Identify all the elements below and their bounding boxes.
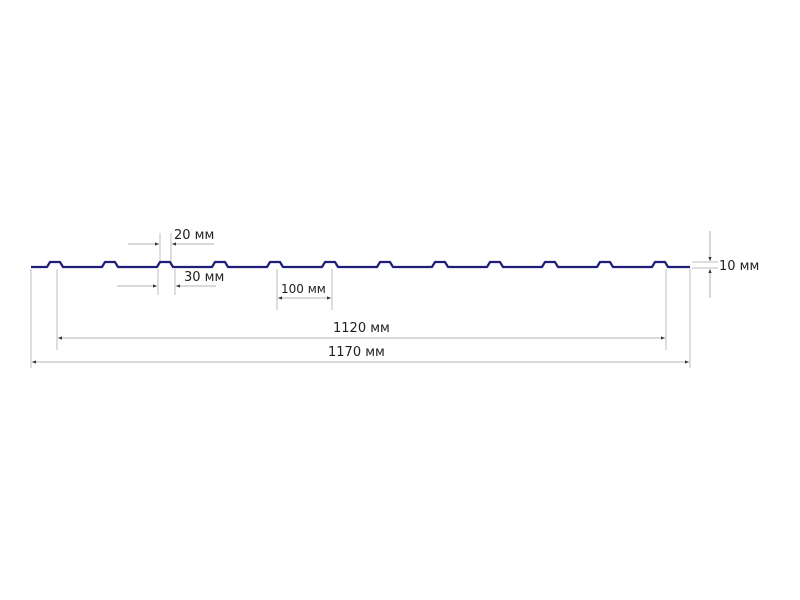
total-width-label: 1170 мм	[328, 345, 385, 360]
rib-base-width-label: 30 мм	[184, 270, 224, 285]
rib-top-width-label: 20 мм	[174, 228, 214, 243]
sheet-profile-line	[31, 260, 690, 269]
rib-pitch-label: 100 мм	[281, 282, 326, 296]
dimension-lines	[32, 231, 712, 364]
profile-height-label: 10 мм	[719, 259, 759, 274]
extension-lines	[30, 233, 718, 368]
useful-width-label: 1120 мм	[333, 321, 390, 336]
